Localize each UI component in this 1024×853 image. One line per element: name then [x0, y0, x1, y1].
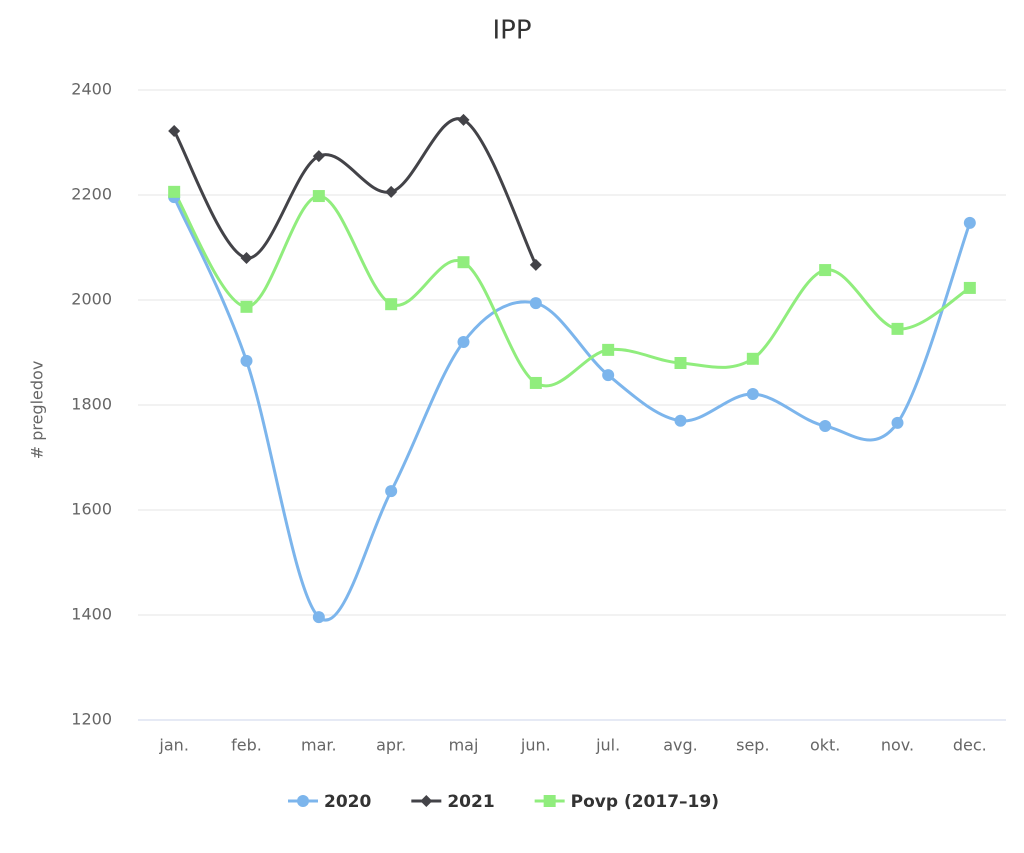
y-tick-label: 2400 — [71, 80, 112, 99]
data-point — [168, 124, 181, 137]
legend-label: Povp (2017–19) — [571, 792, 719, 812]
legend-label: 2021 — [447, 792, 494, 812]
x-tick-label: jan. — [158, 736, 188, 755]
data-point — [602, 343, 615, 356]
data-point — [674, 414, 687, 427]
data-point — [312, 190, 325, 203]
legend-label: 2020 — [324, 792, 371, 812]
x-tick-label: dec. — [953, 736, 987, 755]
x-tick-label: okt. — [810, 736, 840, 755]
y-tick-label: 2000 — [71, 290, 112, 309]
series-line — [172, 191, 971, 388]
data-point — [312, 150, 325, 163]
x-tick-label: mar. — [301, 736, 337, 755]
x-tick-label: feb. — [231, 736, 262, 755]
chart-title: IPP — [492, 16, 531, 46]
y-axis-label: # pregledov — [28, 361, 47, 460]
data-point — [819, 420, 832, 432]
x-tick-label: apr. — [376, 736, 406, 755]
y-tick-label: 1200 — [71, 710, 112, 729]
data-point — [746, 352, 759, 365]
data-point — [240, 300, 253, 313]
legend-marker — [297, 795, 309, 807]
data-point — [891, 322, 904, 335]
data-point — [168, 185, 181, 198]
data-point — [529, 258, 542, 271]
y-tick-label: 1600 — [71, 500, 112, 519]
y-tick-label: 1400 — [71, 605, 112, 624]
data-point — [240, 252, 253, 264]
data-point — [385, 485, 398, 498]
series-line — [172, 117, 538, 266]
x-tick-label: jul. — [595, 736, 620, 755]
data-point — [385, 185, 398, 198]
data-point — [674, 357, 687, 369]
data-point — [963, 281, 976, 294]
data-point — [312, 611, 325, 624]
data-point — [529, 297, 542, 310]
data-point — [457, 336, 470, 348]
data-point — [819, 264, 832, 277]
legend-marker — [420, 795, 433, 807]
series-line — [172, 196, 972, 622]
y-tick-label: 2200 — [71, 185, 112, 204]
data-point — [385, 298, 398, 311]
y-tick-label: 1800 — [71, 395, 112, 414]
data-point — [891, 416, 904, 429]
data-point — [529, 376, 542, 389]
x-tick-label: jun. — [520, 736, 551, 755]
data-point — [963, 216, 976, 229]
data-point — [746, 387, 759, 400]
x-tick-label: nov. — [881, 736, 914, 755]
x-tick-label: maj — [449, 736, 479, 755]
data-point — [457, 256, 470, 269]
data-point — [602, 369, 615, 382]
legend-marker — [543, 795, 556, 807]
x-tick-label: avg. — [663, 736, 698, 755]
data-point — [457, 113, 470, 126]
x-tick-label: sep. — [736, 736, 769, 755]
data-point — [240, 354, 253, 367]
